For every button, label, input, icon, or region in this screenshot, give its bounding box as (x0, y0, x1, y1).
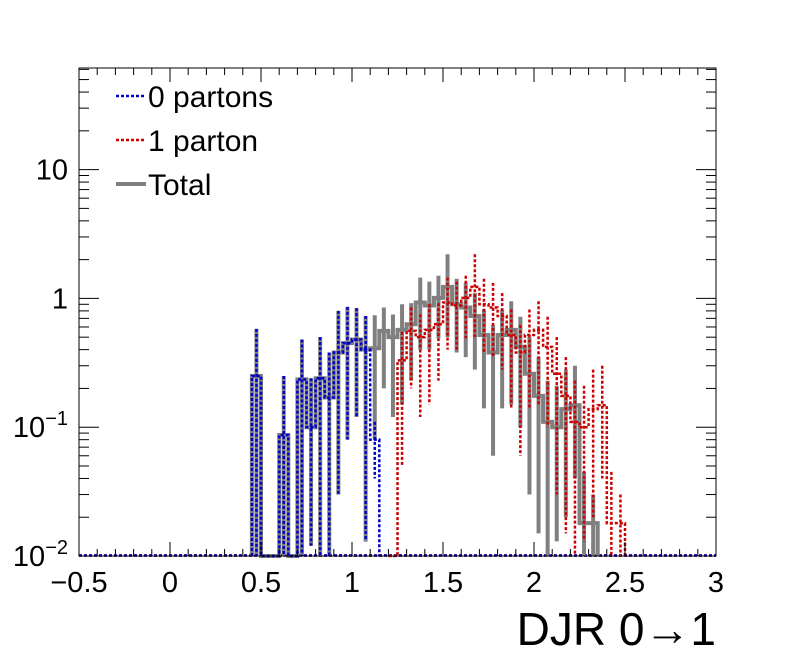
y-tick-label: 1 (52, 283, 68, 315)
plot-frame (78, 67, 717, 557)
legend-label-0-partons: 0 partons (148, 81, 273, 114)
y-tick-label: 10 (36, 155, 68, 187)
legend: 0 partons 1 parton Total (116, 81, 273, 202)
series-0-partons (250, 306, 381, 558)
legend-label-1-parton: 1 parton (148, 125, 258, 158)
series-layer (79, 254, 716, 558)
step-line-0-partons (250, 338, 381, 558)
x-axis-title: DJR 0→1 (517, 603, 716, 655)
series-1-parton (388, 254, 627, 558)
x-tick-label: 1 (344, 567, 360, 599)
legend-label-total: Total (148, 169, 211, 202)
x-tick-label: 1.5 (423, 567, 463, 599)
x-tick-label: 2.5 (605, 567, 645, 599)
y-tick-label: 10−1 (13, 408, 68, 444)
y-tick-label: 10−2 (13, 537, 68, 573)
x-tick-label: 0 (162, 567, 178, 599)
x-tick-label: 3 (708, 567, 724, 599)
x-tick-label: 2 (526, 567, 542, 599)
x-tick-label: 0.5 (241, 567, 281, 599)
axis-layer: −0.5 0 0.5 1 1.5 2 2.5 3 10−2 10−1 1 10 (13, 67, 724, 599)
step-line-1-parton (388, 285, 627, 558)
x-tick-label: −0.5 (50, 567, 107, 599)
